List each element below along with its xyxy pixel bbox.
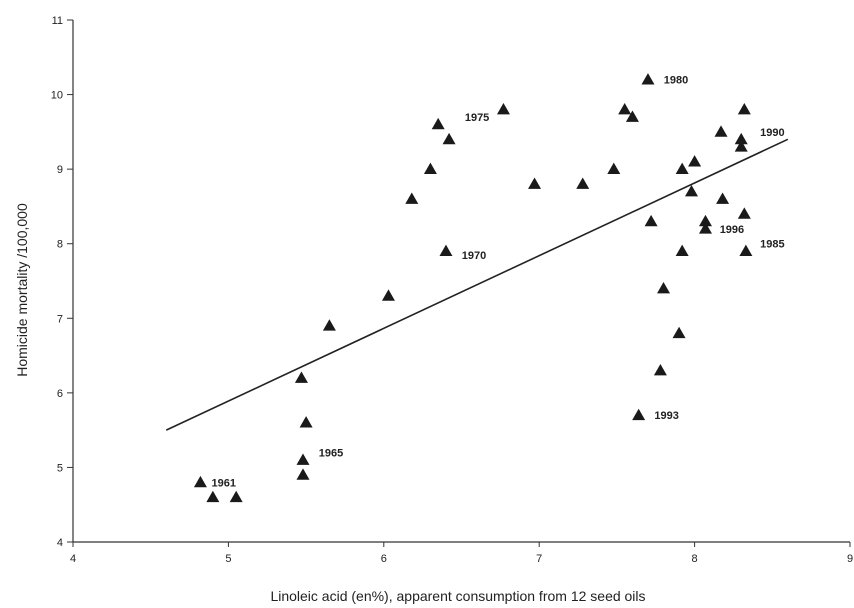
data-point xyxy=(734,140,748,152)
data-point xyxy=(734,132,748,145)
data-point xyxy=(405,192,419,204)
year-annotation: 1985 xyxy=(760,239,784,251)
trendline xyxy=(165,138,789,431)
data-point xyxy=(442,132,456,145)
data-point xyxy=(625,110,639,122)
year-annotation: 1961 xyxy=(212,477,236,489)
x-axis-title: Linoleic acid (en%), apparent consumptio… xyxy=(270,588,645,604)
data-point xyxy=(296,453,310,465)
x-tick-label: 6 xyxy=(381,553,387,565)
data-point xyxy=(672,326,686,339)
year-annotation: 1965 xyxy=(319,448,343,460)
y-tick-label: 9 xyxy=(57,164,63,176)
data-point xyxy=(737,102,751,115)
data-point xyxy=(641,73,655,85)
data-points xyxy=(193,73,753,503)
year-annotation: 1993 xyxy=(654,410,678,422)
x-tick-label: 4 xyxy=(70,553,76,565)
data-point xyxy=(193,475,207,488)
y-axis-title: Homicide mortality /100,000 xyxy=(14,203,30,377)
data-point xyxy=(698,222,712,234)
data-point xyxy=(653,363,667,376)
year-annotation: 1996 xyxy=(720,224,744,236)
data-point xyxy=(206,490,220,503)
data-point xyxy=(684,185,698,197)
data-point xyxy=(528,177,542,189)
data-point xyxy=(618,102,632,115)
data-point xyxy=(296,468,310,480)
data-point xyxy=(714,125,728,137)
year-annotation: 1970 xyxy=(462,250,486,262)
y-tick-label: 10 xyxy=(51,90,63,102)
y-tick-label: 4 xyxy=(57,537,63,549)
data-point xyxy=(688,155,702,167)
year-annotation: 1980 xyxy=(664,75,688,87)
y-tick-label: 6 xyxy=(57,388,63,400)
data-point xyxy=(737,207,751,219)
data-point xyxy=(632,408,646,421)
data-point xyxy=(607,162,621,175)
y-tick-label: 7 xyxy=(57,313,63,325)
x-tick-label: 9 xyxy=(847,553,853,565)
y-tick-label: 5 xyxy=(57,462,63,474)
data-point xyxy=(716,192,730,204)
annotations: 1961 1965 1970 1975 1980 1990 1996 1985 1993 xyxy=(212,75,785,490)
trendline-group xyxy=(165,138,789,431)
axes: 4 5 6 7 8 9 4 5 6 7 8 9 10 11 xyxy=(51,15,853,565)
data-point xyxy=(439,244,453,257)
data-point xyxy=(322,319,336,331)
data-point xyxy=(657,281,671,294)
y-tick-label: 8 xyxy=(57,239,63,251)
data-point xyxy=(698,214,712,227)
data-point xyxy=(496,102,510,115)
data-point xyxy=(229,490,243,503)
x-tick-label: 7 xyxy=(536,553,542,565)
data-point xyxy=(431,117,445,130)
data-point xyxy=(294,371,308,383)
data-point xyxy=(423,162,437,175)
data-point xyxy=(739,244,753,257)
year-annotation: 1990 xyxy=(760,127,784,139)
data-point xyxy=(299,416,313,428)
y-tick-label: 11 xyxy=(52,15,63,27)
data-point xyxy=(576,177,590,189)
x-tick-label: 8 xyxy=(692,553,698,565)
data-point xyxy=(644,214,658,227)
data-point xyxy=(675,162,689,175)
data-point xyxy=(381,289,395,301)
x-tick-label: 5 xyxy=(225,553,231,565)
year-annotation: 1975 xyxy=(465,112,489,124)
data-point xyxy=(675,244,689,257)
